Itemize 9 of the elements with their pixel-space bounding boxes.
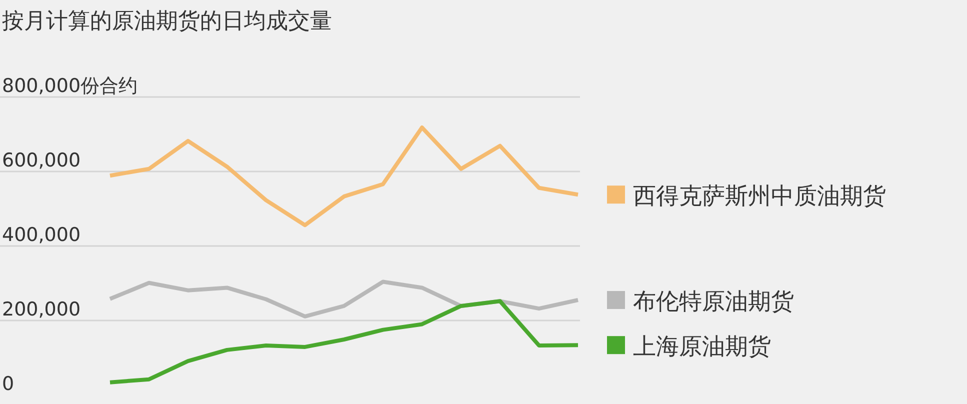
legend-label: 布伦特原油期货 <box>633 289 794 316</box>
y-tick-label: 800,000份合约 <box>2 75 138 97</box>
y-tick-label: 600,000 <box>2 150 81 172</box>
chart-title: 按月计算的原油期货的日均成交量 <box>2 9 332 34</box>
legend-label: 西得克萨斯州中质油期货 <box>633 184 886 210</box>
legend-label: 上海原油期货 <box>633 334 771 360</box>
y-tick-label: 0 <box>2 373 14 395</box>
y-tick-label: 400,000 <box>2 224 81 246</box>
y-tick-label: 200,000 <box>2 298 81 320</box>
